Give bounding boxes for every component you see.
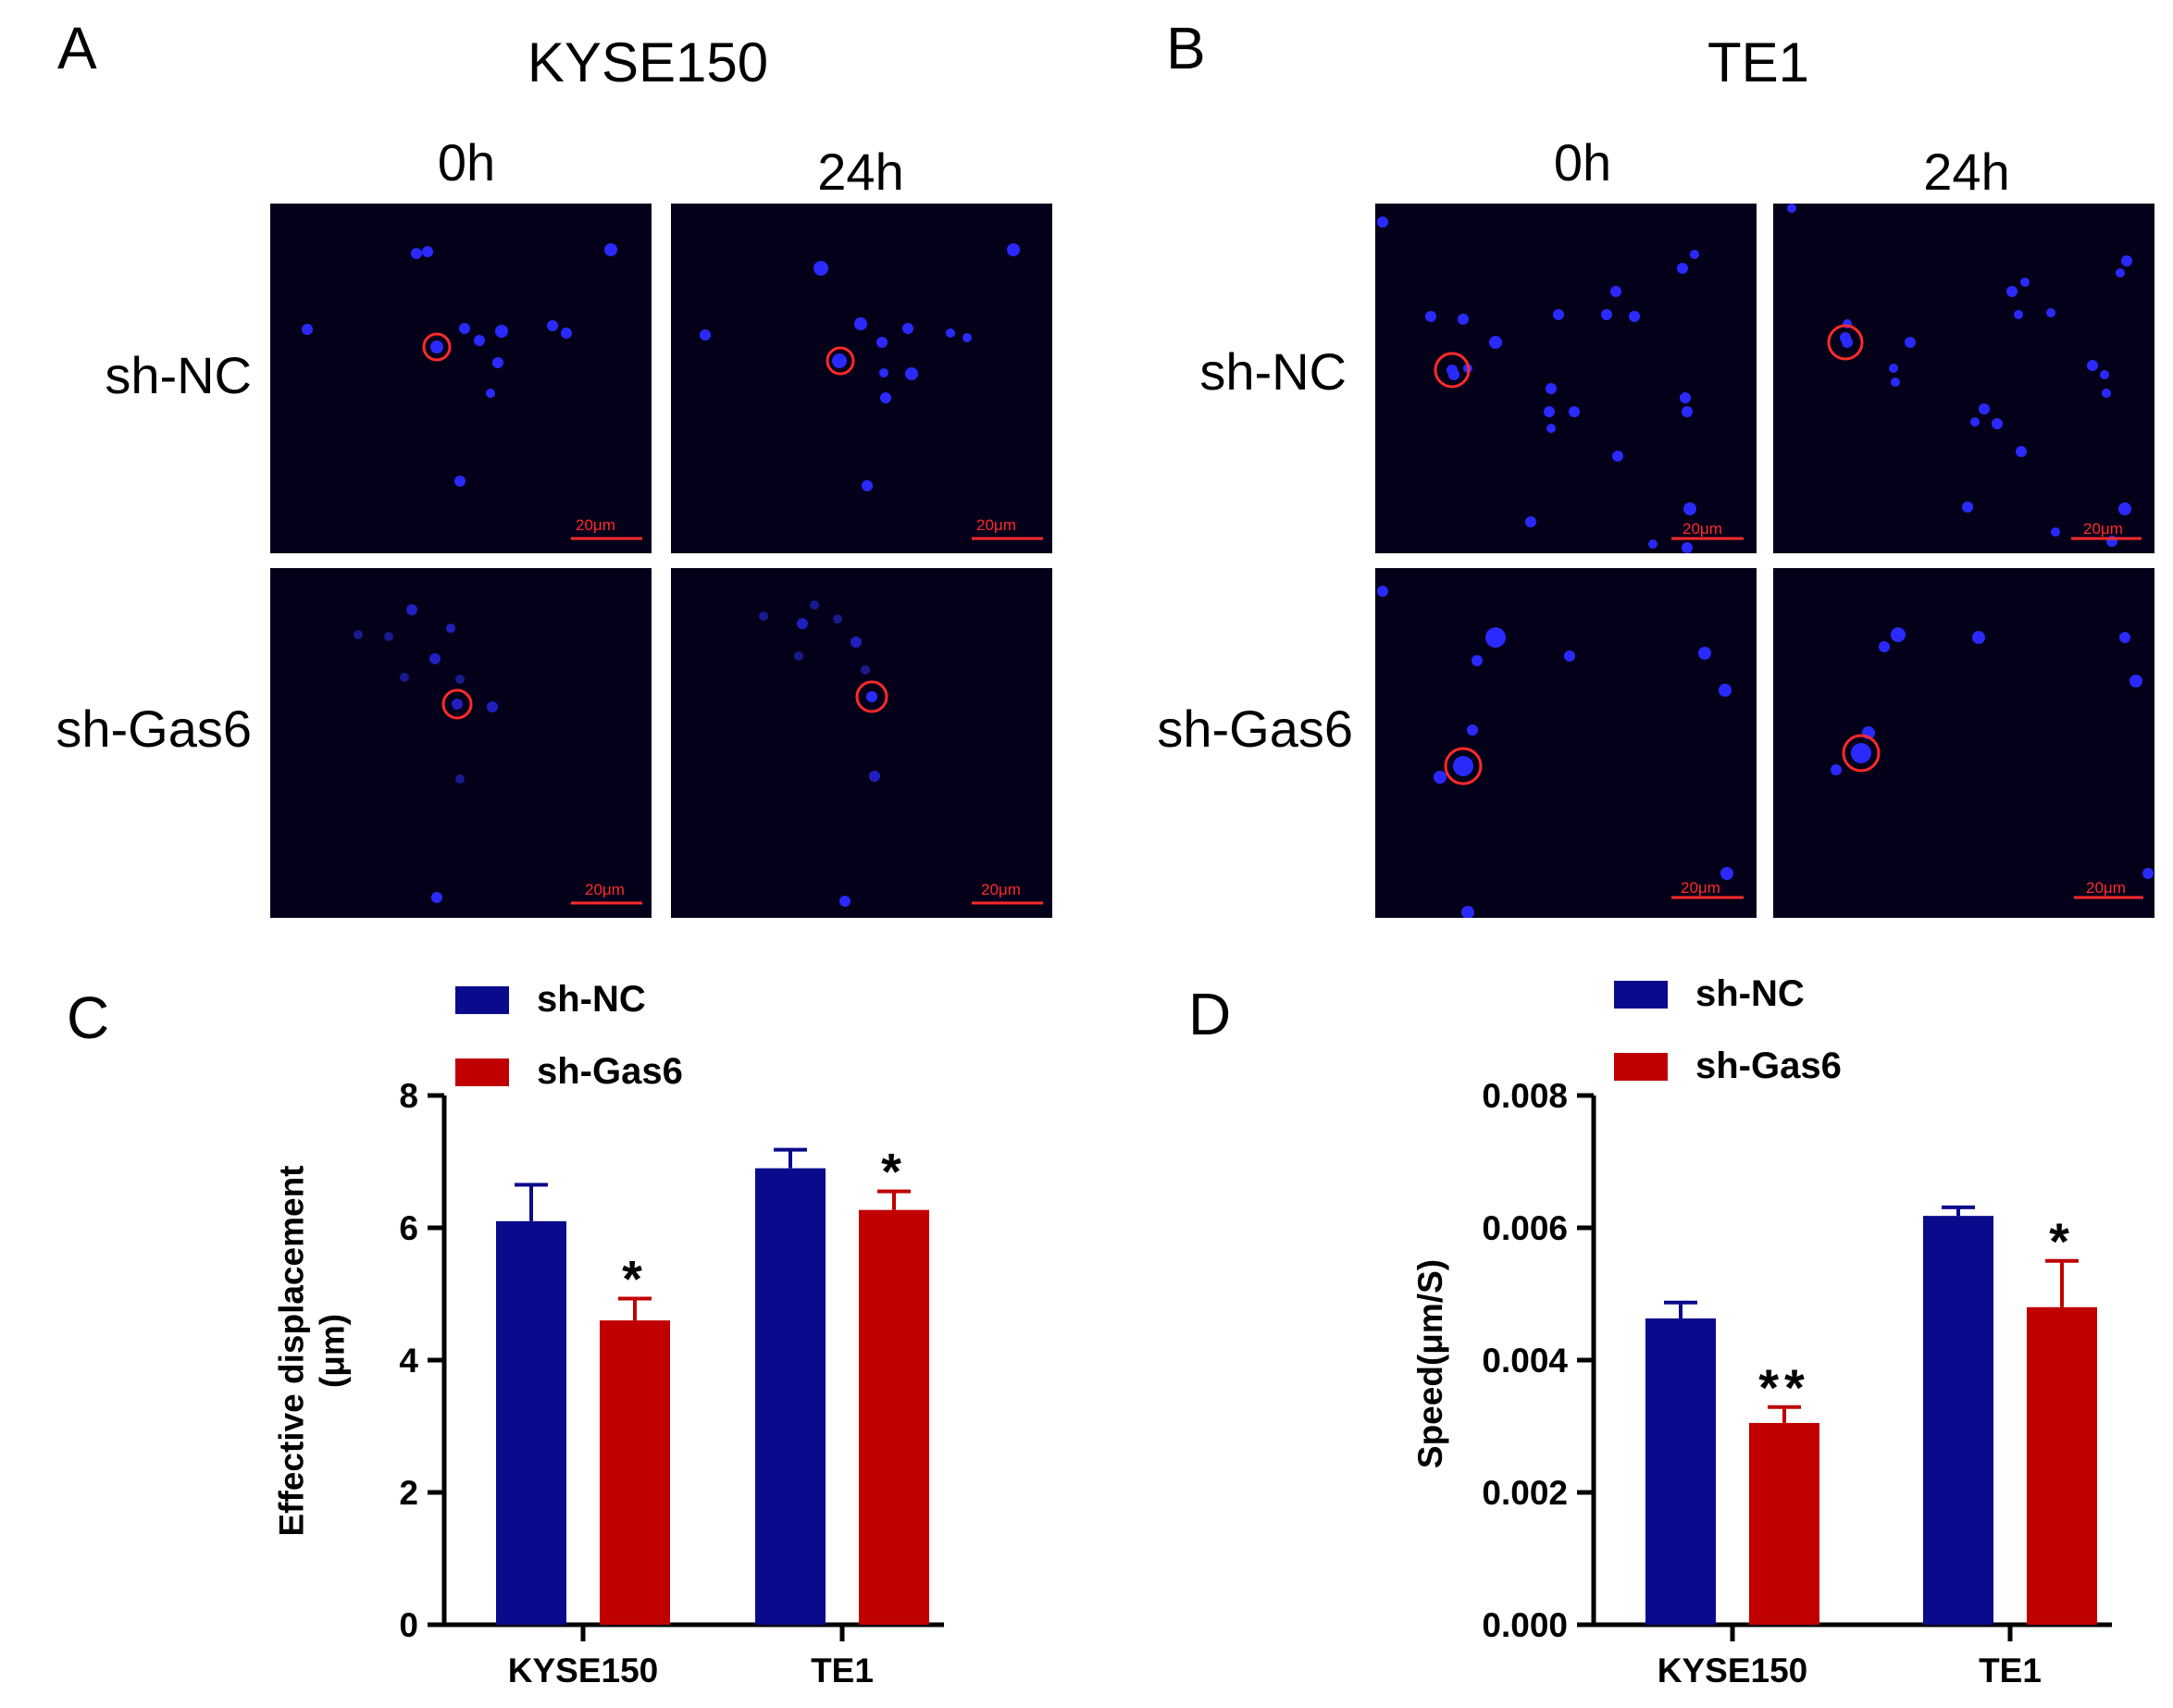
y-tick-label: 2	[399, 1474, 418, 1512]
legend-d-sh-nc: sh-NC	[1614, 973, 1805, 1015]
y-tick-label: 0.008	[1482, 1077, 1568, 1115]
legend-c-sh-nc: sh-NC	[455, 979, 646, 1021]
bar-sh-nc	[1645, 1318, 1716, 1625]
legend-swatch	[455, 1058, 509, 1086]
panel-b-letter: B	[1166, 15, 1206, 81]
y-tick-label: 0.000	[1482, 1606, 1568, 1644]
legend-c-sh-gas6: sh-Gas6	[455, 1051, 683, 1093]
panel-a-cell-line: KYSE150	[527, 31, 769, 93]
scale-bar-label: 20μm	[2086, 879, 2126, 897]
scale-bar-label: 20μm	[981, 881, 1021, 898]
panel-a-group-sh-nc: sh-NC	[105, 346, 252, 404]
panel-a-time-24h: 24h	[817, 142, 904, 201]
scale-bar-label: 20μm	[1683, 520, 1722, 538]
y-tick-label: 0	[399, 1606, 418, 1644]
panel-b-group-sh-nc: sh-NC	[1199, 342, 1347, 401]
bar-sh-nc	[755, 1168, 826, 1625]
chart-c-ylabel-line1: Effective displacement	[272, 1165, 311, 1537]
scale-bar-label: 20μm	[585, 881, 625, 898]
legend-label: sh-NC	[1695, 973, 1805, 1014]
y-tick-label: 8	[399, 1077, 418, 1115]
y-tick-label: 6	[399, 1209, 418, 1247]
scale-bar-label: 20μm	[2083, 520, 2123, 538]
panel-a-time-0h: 0h	[437, 133, 496, 192]
micrograph-kyse150-shgas6-24h: 20μm	[671, 568, 1052, 918]
legend-label: sh-NC	[537, 979, 646, 1020]
panel-b-cell-line: TE1	[1707, 31, 1810, 93]
x-tick-label: TE1	[1979, 1652, 2042, 1689]
x-tick-label: TE1	[811, 1652, 874, 1689]
legend-label: sh-Gas6	[537, 1051, 683, 1092]
panel-b-time-24h: 24h	[1923, 142, 2010, 201]
micrograph-te1-shgas6-24h: 20μm	[1773, 568, 2154, 918]
chart-d-ylabel-text: Speed(μm/S)	[1411, 1258, 1449, 1469]
y-tick-label: 0.006	[1482, 1209, 1568, 1247]
panel-d-letter: D	[1188, 981, 1232, 1047]
chart-c-ylabel-line2: (μm)	[314, 1313, 352, 1389]
panel-c-letter: C	[67, 984, 110, 1051]
significance-marker: *	[881, 1143, 907, 1201]
micrograph-te1-shnc-24h: 20μm	[1773, 204, 2154, 553]
legend-label: sh-Gas6	[1695, 1046, 1842, 1086]
bar-sh-nc	[496, 1220, 566, 1625]
x-tick-label: KYSE150	[1658, 1652, 1808, 1689]
legend-d-sh-gas6: sh-Gas6	[1614, 1046, 1842, 1087]
micrograph-kyse150-shnc-0h: 20μm	[270, 204, 652, 553]
legend-swatch	[1614, 980, 1668, 1009]
bar-sh-nc	[1923, 1216, 1993, 1625]
panel-b-group-sh-gas6: sh-Gas6	[1157, 699, 1353, 758]
legend-swatch	[455, 985, 509, 1014]
significance-marker: *	[2049, 1212, 2075, 1270]
scale-bar-label: 20μm	[576, 516, 615, 534]
y-tick-label: 4	[399, 1342, 418, 1380]
micrograph-kyse150-shgas6-0h: 20μm	[270, 568, 652, 918]
scale-bar-label: 20μm	[1681, 879, 1720, 897]
bar-sh-gas6	[2027, 1306, 2097, 1625]
bar-sh-gas6	[859, 1209, 929, 1625]
significance-marker: **	[1758, 1358, 1810, 1417]
legend-swatch	[1614, 1052, 1668, 1081]
bar-sh-gas6	[600, 1320, 670, 1625]
panel-a-letter: A	[57, 15, 97, 81]
micrograph-kyse150-shnc-24h: 20μm	[671, 204, 1052, 553]
x-tick-label: KYSE150	[508, 1652, 659, 1689]
scale-bar-label: 20μm	[976, 516, 1016, 534]
y-tick-label: 0.002	[1482, 1474, 1568, 1512]
micrograph-te1-shnc-0h: 20μm	[1375, 204, 1757, 553]
micrograph-te1-shgas6-0h: 20μm	[1375, 568, 1757, 918]
bar-sh-gas6	[1749, 1422, 1819, 1625]
y-tick-label: 0.004	[1482, 1342, 1568, 1380]
panel-a-group-sh-gas6: sh-Gas6	[56, 699, 252, 758]
significance-marker: *	[622, 1250, 648, 1308]
panel-b-time-0h: 0h	[1553, 133, 1612, 192]
